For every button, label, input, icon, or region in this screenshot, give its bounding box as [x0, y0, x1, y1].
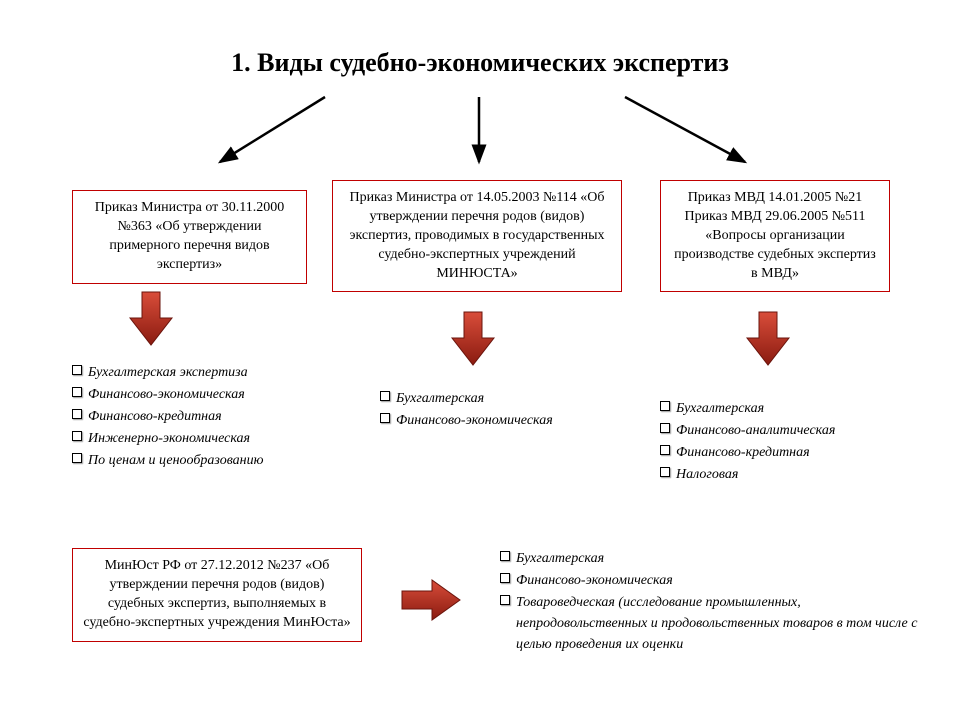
box-mvd-2005: Приказ МВД 14.01.2005 №21 Приказ МВД 29.…: [660, 180, 890, 292]
list-item-label: Бухгалтерская: [396, 388, 484, 409]
list-item-label: Инженерно-экономическая: [88, 428, 250, 449]
list-item: Финансово-кредитная: [72, 406, 332, 427]
list-col3: БухгалтерскаяФинансово-аналитическаяФина…: [660, 398, 920, 486]
list-item-label: Финансово-кредитная: [88, 406, 222, 427]
thin-arrow-right: [620, 92, 760, 172]
list-item-label: Финансово-экономическая: [88, 384, 245, 405]
list-item: Финансово-экономическая: [500, 570, 920, 591]
checkbox-bullet-icon: [660, 445, 670, 455]
checkbox-bullet-icon: [72, 365, 82, 375]
checkbox-bullet-icon: [72, 453, 82, 463]
list-item: Финансово-кредитная: [660, 442, 920, 463]
checkbox-bullet-icon: [660, 401, 670, 411]
list-item: Бухгалтерская экспертиза: [72, 362, 332, 383]
page-title: 1. Виды судебно-экономических экспертиз: [0, 48, 960, 78]
checkbox-bullet-icon: [380, 391, 390, 401]
list-item: Финансово-аналитическая: [660, 420, 920, 441]
thin-arrow-mid: [464, 92, 494, 172]
fat-arrow-bottom: [400, 578, 464, 622]
fat-arrow-col3: [745, 310, 791, 368]
list-bottom: БухгалтерскаяФинансово-экономическаяТова…: [500, 548, 920, 656]
checkbox-bullet-icon: [500, 595, 510, 605]
list-item-label: Финансово-экономическая: [516, 570, 673, 591]
checkbox-bullet-icon: [660, 423, 670, 433]
list-item-label: Товароведческая (исследование промышленн…: [516, 592, 920, 655]
list-item: Бухгалтерская: [500, 548, 920, 569]
list-item: Инженерно-экономическая: [72, 428, 332, 449]
box-ministr-2003: Приказ Министра от 14.05.2003 №114 «Об у…: [332, 180, 622, 292]
list-item-label: Финансово-экономическая: [396, 410, 553, 431]
checkbox-bullet-icon: [72, 431, 82, 441]
list-item: По ценам и ценообразованию: [72, 450, 332, 471]
list-item: Бухгалтерская: [380, 388, 640, 409]
list-item-label: Бухгалтерская: [516, 548, 604, 569]
checkbox-bullet-icon: [380, 413, 390, 423]
list-item-label: Бухгалтерская экспертиза: [88, 362, 248, 383]
checkbox-bullet-icon: [72, 409, 82, 419]
list-item: Товароведческая (исследование промышленн…: [500, 592, 920, 655]
box-ministr-2000: Приказ Министра от 30.11.2000 №363 «Об у…: [72, 190, 307, 284]
list-item: Финансово-экономическая: [72, 384, 332, 405]
box-minjust-2012: МинЮст РФ от 27.12.2012 №237 «Об утвержд…: [72, 548, 362, 642]
list-item-label: Финансово-аналитическая: [676, 420, 835, 441]
checkbox-bullet-icon: [72, 387, 82, 397]
list-item-label: По ценам и ценообразованию: [88, 450, 264, 471]
list-col1: Бухгалтерская экспертизаФинансово-эконом…: [72, 362, 332, 472]
thin-arrow-left: [210, 92, 330, 172]
list-item: Финансово-экономическая: [380, 410, 640, 431]
list-item-label: Бухгалтерская: [676, 398, 764, 419]
list-item-label: Налоговая: [676, 464, 738, 485]
fat-arrow-col2: [450, 310, 496, 368]
checkbox-bullet-icon: [500, 573, 510, 583]
checkbox-bullet-icon: [660, 467, 670, 477]
list-item: Налоговая: [660, 464, 920, 485]
list-item-label: Финансово-кредитная: [676, 442, 810, 463]
list-item: Бухгалтерская: [660, 398, 920, 419]
list-col2: БухгалтерскаяФинансово-экономическая: [380, 388, 640, 432]
checkbox-bullet-icon: [500, 551, 510, 561]
fat-arrow-col1: [128, 290, 174, 348]
